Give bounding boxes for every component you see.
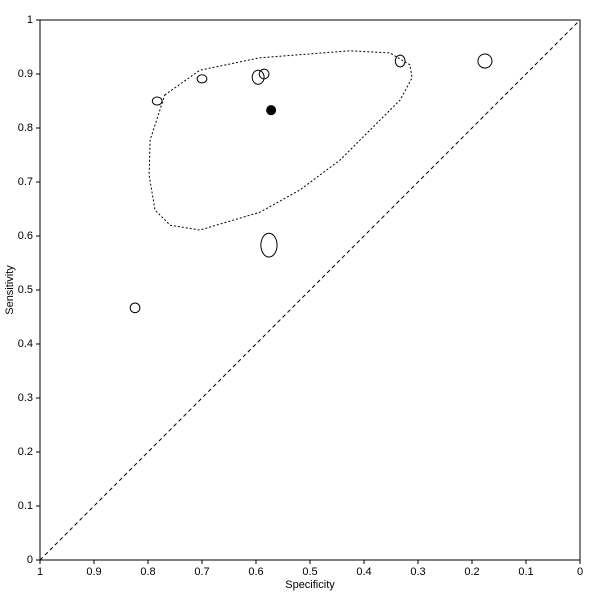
study-point <box>251 69 265 85</box>
x-tick-label: 1 <box>37 566 43 578</box>
study-point <box>196 74 208 84</box>
x-tick-label: 0.6 <box>248 566 263 578</box>
x-tick-label: 0.3 <box>410 566 425 578</box>
study-point <box>260 232 278 258</box>
x-tick-label: 0.7 <box>194 566 209 578</box>
y-tick-label: 0.5 <box>18 284 33 296</box>
confidence-region <box>148 50 413 231</box>
study-point <box>394 54 406 68</box>
y-tick-label: 0.2 <box>18 446 33 458</box>
y-tick-label: 1 <box>27 14 33 26</box>
x-tick-label: 0.1 <box>518 566 533 578</box>
x-axis-label: Specificity <box>285 579 335 591</box>
chance-line <box>39 19 581 561</box>
y-tick-label: 0.4 <box>18 338 33 350</box>
study-point <box>258 68 270 80</box>
x-tick-label: 0.4 <box>356 566 371 578</box>
y-tick-label: 0.9 <box>18 68 33 80</box>
y-tick-label: 0.6 <box>18 230 33 242</box>
y-tick-label: 0.7 <box>18 176 33 188</box>
summary-point <box>266 105 277 116</box>
study-point <box>129 302 141 314</box>
x-tick-label: 0.9 <box>86 566 101 578</box>
study-point <box>477 53 493 69</box>
y-tick-label: 0.8 <box>18 122 33 134</box>
study-point <box>151 96 163 106</box>
x-tick-label: 0.2 <box>464 566 479 578</box>
y-tick-label: 0.3 <box>18 392 33 404</box>
x-tick-label: 0.8 <box>140 566 155 578</box>
x-tick-label: 0 <box>577 566 583 578</box>
y-axis-label: Sensitivity <box>4 265 16 315</box>
x-tick-label: 0.5 <box>302 566 317 578</box>
y-tick-label: 0 <box>27 554 33 566</box>
y-tick-label: 0.1 <box>18 500 33 512</box>
